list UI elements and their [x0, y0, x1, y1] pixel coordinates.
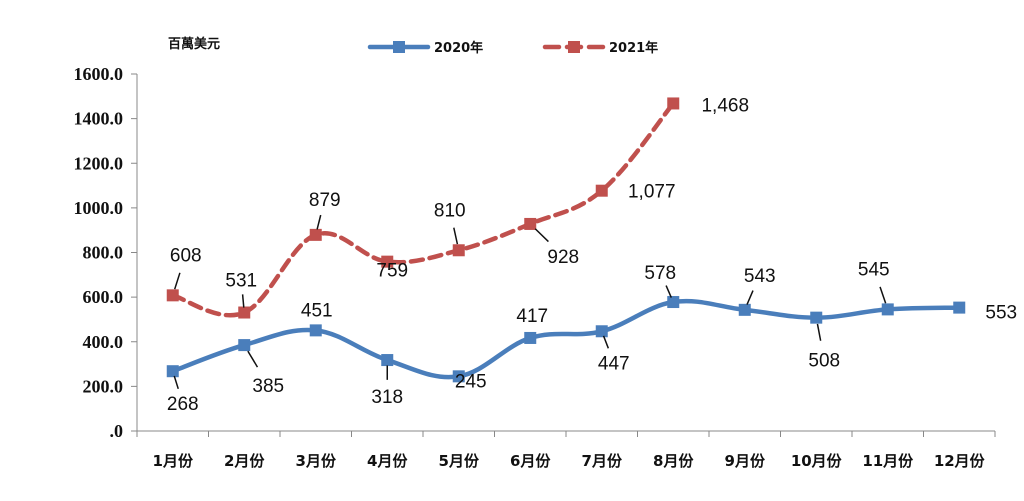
data-point: [166, 289, 179, 302]
leader-line: [816, 323, 822, 341]
axes: .0 200.0 400.0 600.0 800.0 1000.0 1200.0 1400.0…: [74, 64, 996, 470]
data-point: [595, 184, 608, 197]
data-point: [881, 303, 894, 316]
data-label: 318: [371, 387, 403, 408]
data-label: 385: [252, 376, 284, 397]
data-label: 1,468: [701, 95, 749, 116]
y-tick-label: .0: [110, 421, 124, 441]
data-point: [810, 311, 823, 324]
data-label: 545: [858, 259, 890, 280]
data-label: 417: [516, 306, 548, 327]
data-point: [381, 354, 394, 367]
data-point: [452, 370, 465, 383]
x-tick-label: 10月份: [791, 452, 843, 470]
leader-line: [665, 285, 672, 298]
data-label: 1,077: [628, 182, 676, 203]
y-tick-label: 800.0: [83, 243, 124, 263]
x-tick-label: 4月份: [367, 452, 408, 470]
x-tick-label: 8月份: [653, 452, 694, 470]
leader-line: [879, 286, 887, 304]
data-label: 810: [434, 200, 466, 221]
x-tick-label: 2月份: [224, 452, 265, 470]
leader-line: [241, 294, 245, 308]
series-line: [170, 101, 676, 318]
series-2020年: 268 385 451 318 245 417 447 578 543 508 545 553: [166, 259, 1017, 415]
series-2021年: 608 531 879 759 810 928 1,077 1,468: [166, 95, 749, 319]
y-tick-label: 600.0: [83, 287, 124, 307]
legend-label: 2021年: [609, 40, 658, 56]
legend-label: 2020年: [434, 40, 483, 56]
data-label: 578: [644, 263, 676, 284]
legend-marker: [568, 41, 580, 53]
leader-line: [173, 375, 179, 390]
leader-line: [316, 214, 322, 230]
data-label: 543: [744, 266, 776, 287]
leader-line: [247, 350, 259, 368]
data-label: 451: [301, 300, 333, 321]
x-tick-label: 5月份: [439, 452, 480, 470]
data-label: 245: [455, 371, 487, 392]
series-group: 268 385 451 318 245 417 447 578 543 508 545 553 608 5…: [166, 95, 1017, 415]
leader-line: [602, 335, 610, 349]
y-tick-label: 400.0: [83, 332, 124, 352]
data-label: 608: [170, 245, 202, 266]
data-label: 447: [598, 353, 630, 374]
data-point: [953, 301, 966, 314]
data-point: [452, 244, 465, 257]
data-point: [524, 217, 537, 230]
x-tick-label: 3月份: [296, 452, 337, 470]
y-tick-label: 1600.0: [74, 64, 124, 84]
leader-line: [173, 272, 181, 290]
data-point: [238, 339, 251, 352]
data-label: 531: [225, 271, 257, 292]
data-point: [524, 331, 537, 344]
x-tick-label: 11月份: [862, 452, 914, 470]
data-point: [667, 97, 680, 110]
y-tick-label: 1200.0: [74, 153, 124, 173]
data-point: [309, 324, 322, 337]
data-point: [667, 296, 680, 309]
data-point: [738, 303, 751, 316]
x-tick-label: 9月份: [725, 452, 766, 470]
data-point: [238, 306, 251, 319]
leader-line: [746, 290, 754, 305]
data-label: 268: [167, 394, 199, 415]
data-label: 508: [808, 351, 840, 372]
leader-line: [453, 227, 459, 245]
data-point: [381, 255, 394, 268]
data-point: [309, 228, 322, 241]
x-tick-label: 6月份: [510, 452, 551, 470]
y-tick-label: 1000.0: [74, 198, 124, 218]
series-line: [170, 298, 962, 380]
data-label: 759: [376, 261, 408, 282]
y-tick-label: 1400.0: [74, 109, 124, 129]
data-point: [595, 325, 608, 338]
x-tick-label: 1月份: [153, 452, 194, 470]
leader-line: [534, 228, 549, 243]
data-label: 879: [309, 190, 341, 211]
data-label: 553: [985, 303, 1017, 324]
legend: 2020年 2021年: [367, 40, 658, 56]
x-tick-label: 7月份: [582, 452, 623, 470]
y-tick-label: 200.0: [83, 376, 124, 396]
data-label: 928: [547, 247, 579, 268]
x-tick-label: 12月份: [934, 452, 986, 470]
legend-marker: [393, 41, 405, 53]
unit-label: 百萬美元: [168, 36, 220, 52]
data-point: [166, 365, 179, 378]
